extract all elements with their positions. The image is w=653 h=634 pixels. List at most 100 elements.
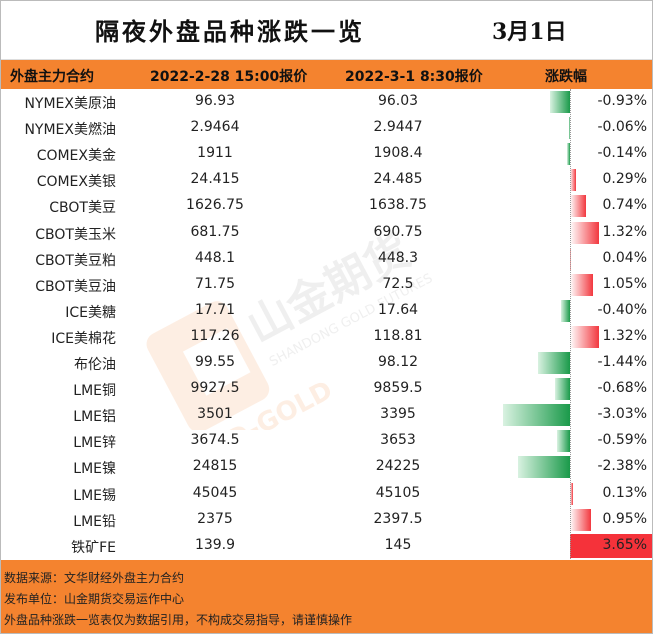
change-bar [517, 456, 570, 479]
table-row: LME锌 3674.5 3653 -0.59% [0, 428, 653, 454]
change-bar [568, 117, 570, 140]
table-body: NYMEX美原油 96.93 96.03 -0.93% NYMEX美燃油 2.9464 2.… [0, 89, 653, 559]
contract-name: 布伦油 [74, 357, 116, 373]
change-bar [566, 143, 570, 166]
contract-name: LME锡 [73, 487, 116, 504]
curr-price: 3395 [380, 406, 416, 423]
footer: 数据来源：文华财经外盘主力合约 发布单位：山金期货交易运作中心 外盘品种涨跌一览… [0, 560, 653, 634]
change-value: 1.05% [602, 275, 647, 292]
table-row: NYMEX美燃油 2.9464 2.9447 -0.06% [0, 115, 653, 141]
contract-name: CBOT美豆油 [35, 278, 116, 295]
change-bar [555, 378, 570, 401]
curr-price: 17.64 [377, 301, 419, 318]
contract-name: NYMEX美原油 [24, 96, 116, 112]
prev-price: 45045 [192, 484, 238, 501]
curr-price: 2.9447 [373, 119, 423, 136]
prev-price: 24.415 [190, 171, 240, 188]
contract-name: LME镍 [73, 461, 116, 478]
change-bar [561, 299, 570, 322]
contract-name: NYMEX美燃油 [24, 122, 116, 139]
contract-name: LME铅 [73, 513, 116, 530]
table-row: CBOT美豆粕 448.1 448.3 0.04% [0, 246, 653, 272]
prev-price: 2.9464 [190, 119, 240, 136]
report-date: 3月1日 [492, 19, 567, 45]
footer-source: 数据来源：文华财经外盘主力合约 [4, 571, 185, 585]
contract-name: CBOT美玉米 [35, 226, 116, 243]
change-bar [549, 91, 570, 113]
change-value: -0.06% [597, 119, 647, 136]
prev-price: 2375 [197, 510, 233, 527]
contract-name: ICE美糖 [65, 304, 116, 321]
table-row: LME锡 45045 45105 0.13% [0, 481, 653, 507]
footer-disclaimer: 外盘品种涨跌一览表仅为数据引用，不构成交易指导，请谨慎操作 [4, 613, 353, 627]
contract-name: COMEX美金 [36, 148, 116, 165]
contract-name: LME铝 [73, 409, 116, 426]
curr-price: 118.81 [373, 327, 423, 344]
change-bar [570, 221, 600, 244]
header-change: 涨跌幅 [545, 69, 587, 85]
prev-price: 17.71 [194, 301, 236, 318]
table-header: 外盘主力合约 2022-2-28 15:00报价 2022-3-1 8:30报价… [0, 60, 653, 89]
title-bar: 隔夜外盘品种涨跌一览 3月1日 [0, 0, 653, 60]
contract-name: ICE美棉花 [51, 330, 116, 347]
curr-price: 9859.5 [373, 380, 423, 397]
contract-name: COMEX美银 [36, 174, 116, 191]
prev-price: 96.93 [194, 93, 236, 109]
change-value: -0.93% [597, 93, 647, 109]
table-row: LME铜 9927.5 9859.5 -0.68% [0, 376, 653, 402]
prev-price: 139.9 [194, 536, 236, 553]
prev-price: 3674.5 [190, 432, 240, 449]
prev-price: 9927.5 [190, 380, 240, 397]
curr-price: 1908.4 [373, 145, 423, 162]
change-value: -1.44% [597, 354, 647, 370]
contract-name: LME铜 [73, 383, 116, 400]
change-bar [570, 482, 573, 505]
table-row: CBOT美豆 1626.75 1638.75 0.74% [0, 193, 653, 219]
change-axis-line [570, 89, 571, 559]
curr-price: 448.3 [377, 249, 419, 266]
page-title: 隔夜外盘品种涨跌一览 [95, 17, 365, 46]
change-value: 3.65% [602, 536, 647, 553]
curr-price: 2397.5 [373, 510, 423, 527]
change-bar [538, 352, 570, 374]
change-value: -0.40% [597, 301, 647, 318]
table-row: LME镍 24815 24225 -2.38% [0, 454, 653, 480]
curr-price: 690.75 [373, 223, 423, 240]
prev-price: 1911 [197, 145, 233, 162]
change-value: 0.95% [602, 510, 647, 527]
change-bar [503, 404, 570, 427]
prev-price: 24815 [192, 458, 238, 475]
prev-price: 99.55 [194, 354, 236, 370]
header-contract: 外盘主力合约 [10, 69, 94, 85]
curr-price: 1638.75 [369, 197, 427, 214]
table-row: COMEX美银 24.415 24.485 0.29% [0, 167, 653, 193]
table-row: CBOT美豆油 71.75 72.5 1.05% [0, 272, 653, 298]
change-value: -2.38% [597, 458, 647, 475]
change-value: 1.32% [602, 223, 647, 240]
table-row: CBOT美玉米 681.75 690.75 1.32% [0, 220, 653, 246]
change-bar [570, 273, 594, 296]
curr-price: 3653 [380, 432, 416, 449]
change-bar [570, 325, 600, 348]
curr-price: 45105 [375, 484, 421, 501]
table-row: ICE美糖 17.71 17.64 -0.40% [0, 298, 653, 324]
change-value: 0.13% [602, 484, 647, 501]
prev-price: 1626.75 [186, 197, 244, 214]
footer-publisher: 发布单位：山金期货交易运作中心 [4, 592, 185, 606]
prev-price: 71.75 [194, 275, 236, 292]
change-bar [570, 169, 577, 192]
table-row: COMEX美金 1911 1908.4 -0.14% [0, 141, 653, 167]
prev-price: 681.75 [190, 223, 240, 240]
curr-price: 24.485 [373, 171, 423, 188]
change-value: -0.59% [597, 432, 647, 449]
prev-price: 3501 [197, 406, 233, 423]
table-row: LME铝 3501 3395 -3.03% [0, 402, 653, 428]
change-value: 0.74% [602, 197, 647, 214]
change-bar [570, 195, 587, 218]
header-prev-price: 2022-2-28 15:00报价 [150, 69, 308, 85]
change-value: -3.03% [597, 406, 647, 423]
change-bar [557, 430, 570, 453]
table-row: NYMEX美原油 96.93 96.03 -0.93% [0, 89, 653, 115]
table-row: LME铅 2375 2397.5 0.95% [0, 507, 653, 533]
header-curr-price: 2022-3-1 8:30报价 [345, 69, 483, 85]
